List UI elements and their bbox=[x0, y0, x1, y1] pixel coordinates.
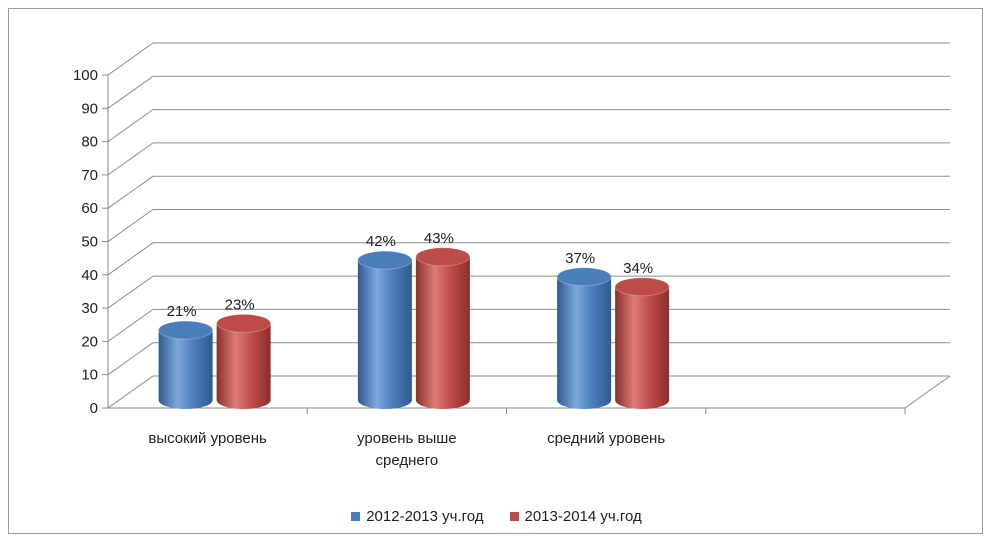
data-label: 42% bbox=[366, 233, 396, 250]
data-label: 43% bbox=[424, 230, 454, 247]
floor-right-edge bbox=[904, 375, 951, 409]
bar-cylinder bbox=[557, 276, 612, 410]
legend-item-series-2: 2013-2014 уч.год bbox=[509, 507, 642, 525]
gridline-diagonal bbox=[107, 142, 154, 176]
bar-cylinder-top bbox=[216, 313, 272, 333]
bar-cylinder bbox=[357, 260, 412, 410]
bar-cylinder bbox=[158, 330, 213, 410]
gridline-diagonal bbox=[107, 342, 154, 376]
gridline-diagonal bbox=[107, 109, 154, 143]
bar-cylinder bbox=[415, 256, 470, 410]
y-tick-label: 10 bbox=[81, 367, 98, 384]
y-tick-label: 70 bbox=[81, 167, 98, 184]
x-category-label: высокий уровень bbox=[148, 430, 267, 447]
y-tick-label: 40 bbox=[81, 267, 98, 284]
gridline-diagonal bbox=[107, 375, 154, 409]
bar-cylinder bbox=[216, 323, 271, 410]
legend-label-series-2: 2013-2014 уч.год bbox=[524, 507, 642, 525]
x-category-label: среднего bbox=[376, 452, 439, 469]
bar-cylinder-top bbox=[556, 267, 612, 287]
x-category-label: средний уровень bbox=[547, 430, 665, 447]
y-tick-label: 30 bbox=[81, 300, 98, 317]
y-tick-label: 0 bbox=[90, 400, 98, 417]
gridline-diagonal bbox=[107, 275, 154, 309]
bar-cylinder-top bbox=[614, 277, 670, 297]
bar-cylinder-top bbox=[415, 247, 471, 267]
y-tick-label: 50 bbox=[81, 234, 98, 251]
data-label: 37% bbox=[565, 250, 595, 267]
y-tick-label: 90 bbox=[81, 100, 98, 117]
bar-cylinder bbox=[615, 286, 670, 410]
legend-swatch-series-2 bbox=[509, 511, 519, 521]
gridline-diagonal bbox=[107, 242, 154, 276]
gridline-diagonal bbox=[107, 42, 154, 76]
bar-cylinder-top bbox=[158, 320, 214, 340]
data-label: 23% bbox=[225, 296, 255, 313]
y-tick-label: 100 bbox=[73, 67, 98, 84]
legend-label-series-1: 2012-2013 уч.год bbox=[366, 507, 484, 525]
legend-swatch-series-1 bbox=[351, 511, 361, 521]
gridline-diagonal bbox=[107, 175, 154, 209]
gridline-diagonal bbox=[107, 209, 154, 242]
data-label: 21% bbox=[167, 303, 197, 320]
y-tick-label: 80 bbox=[81, 134, 98, 151]
chart-frame bbox=[8, 8, 983, 534]
chart-legend: 2012-2013 уч.год 2013-2014 уч.год bbox=[0, 506, 993, 526]
data-label: 34% bbox=[623, 260, 653, 277]
x-category-label: уровень выше bbox=[357, 430, 457, 447]
bar-cylinder-top bbox=[357, 250, 413, 270]
y-tick-label: 60 bbox=[81, 200, 98, 217]
gridline-diagonal bbox=[107, 75, 154, 109]
y-tick-label: 20 bbox=[81, 333, 98, 350]
gridline-diagonal bbox=[107, 308, 154, 342]
legend-item-series-1: 2012-2013 уч.год bbox=[351, 507, 484, 525]
